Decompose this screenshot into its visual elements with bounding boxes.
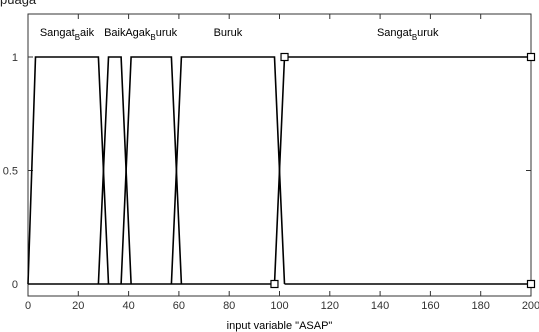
x-tick-label: 200 — [522, 300, 539, 312]
mf-label-3: AgakBuruk — [125, 27, 177, 42]
mf-label-1: SangatBaik — [40, 27, 95, 42]
x-tick-label: 100 — [270, 300, 288, 312]
markers-group — [270, 52, 536, 289]
x-tick-label: 140 — [371, 300, 389, 312]
x-tick-label: 60 — [173, 300, 185, 312]
mf-series-4 — [170, 56, 286, 285]
cropped-top-text: puaga — [0, 0, 60, 9]
series-group — [27, 56, 531, 285]
mf-label-5: SangatBuruk — [377, 27, 439, 42]
selection-marker — [526, 52, 536, 62]
y-tick-label: 1 — [12, 52, 18, 64]
x-axis-title: input variable "ASAP" — [227, 320, 333, 332]
x-tick-label: 160 — [421, 300, 439, 312]
x-tick-label: 40 — [122, 300, 134, 312]
mf-label-2: Baik — [104, 27, 126, 39]
x-tick-label: 80 — [223, 300, 235, 312]
mf-series-1 — [27, 56, 110, 285]
x-tick-label: 180 — [472, 300, 490, 312]
selection-marker — [280, 52, 289, 62]
mf-labels-group: SangatBaik Baik AgakBuruk Buruk SangatBuruk — [40, 27, 439, 42]
mf-label-4: Buruk — [214, 27, 243, 39]
x-tick-label: 20 — [72, 300, 84, 312]
y-tick-label: 0 — [12, 279, 18, 291]
selection-marker — [526, 279, 536, 289]
x-tick-label: 120 — [321, 300, 339, 312]
mf-series-5 — [273, 56, 531, 285]
y-tick-label: 0.5 — [3, 166, 18, 178]
ticks-group: 0 20 40 60 80 100 120 140 160 180 200 0 0.5 1 — [3, 14, 539, 312]
x-tick-label: 0 — [25, 300, 31, 312]
selection-marker — [270, 279, 279, 289]
